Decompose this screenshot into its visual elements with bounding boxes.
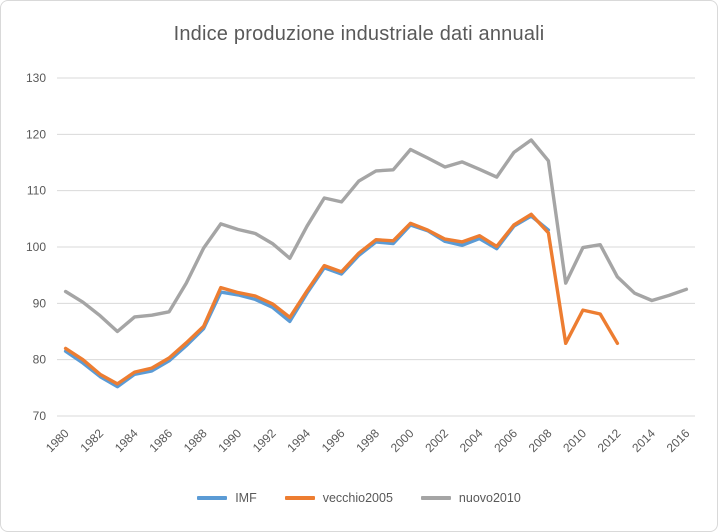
chart-legend: IMF vecchio2005 nuovo2010 (1, 491, 717, 505)
y-axis-label-110: 110 (27, 184, 46, 198)
y-axis-label-80: 80 (33, 353, 47, 367)
y-axis-label-90: 90 (33, 296, 47, 310)
x-axis-label-2016: 2016 (664, 426, 693, 455)
x-axis-label-1988: 1988 (181, 426, 210, 455)
x-axis-label-1984: 1984 (112, 426, 141, 455)
x-axis-label-1980: 1980 (43, 426, 72, 455)
x-axis-label-2006: 2006 (491, 426, 520, 455)
x-axis-label-1998: 1998 (353, 426, 382, 455)
series-line-nuovo2010[interactable] (63, 138, 689, 334)
x-axis-label-1990: 1990 (215, 426, 244, 455)
y-axis-label-130: 130 (26, 71, 46, 85)
x-axis-label-1996: 1996 (319, 426, 348, 455)
x-axis-label-1986: 1986 (146, 426, 175, 455)
x-axis-label-2004: 2004 (457, 426, 486, 455)
x-axis-label-2014: 2014 (629, 426, 658, 455)
y-axis-label-100: 100 (26, 240, 46, 254)
legend-item-nuovo2010[interactable]: nuovo2010 (420, 491, 521, 505)
legend-label-imf: IMF (235, 491, 257, 505)
y-axis-label-70: 70 (33, 409, 47, 423)
x-axis-label-2008: 2008 (526, 426, 555, 455)
legend-item-imf[interactable]: IMF (197, 491, 257, 505)
x-axis-label-2002: 2002 (422, 426, 451, 455)
legend-line-swatch-vecchio2005 (284, 496, 315, 500)
x-axis-label-2000: 2000 (388, 426, 417, 455)
legend-line-swatch-nuovo2010 (420, 496, 451, 500)
x-axis-label-1992: 1992 (250, 426, 279, 455)
x-axis-label-1994: 1994 (284, 426, 313, 455)
x-axis-label-1982: 1982 (77, 426, 106, 455)
legend-line-swatch-imf (197, 496, 228, 500)
legend-item-vecchio2005[interactable]: vecchio2005 (284, 491, 393, 505)
chart-title: Indice produzione industriale dati annua… (173, 23, 545, 45)
series-line-IMF[interactable] (63, 214, 551, 389)
x-axis-label-2012: 2012 (595, 426, 624, 455)
legend-label-vecchio2005: vecchio2005 (322, 491, 393, 505)
y-axis-label-120: 120 (26, 127, 46, 141)
x-axis-label-2010: 2010 (560, 426, 589, 455)
legend-label-nuovo2010: nuovo2010 (458, 491, 521, 505)
series-line-vecchio2005[interactable] (63, 212, 620, 386)
